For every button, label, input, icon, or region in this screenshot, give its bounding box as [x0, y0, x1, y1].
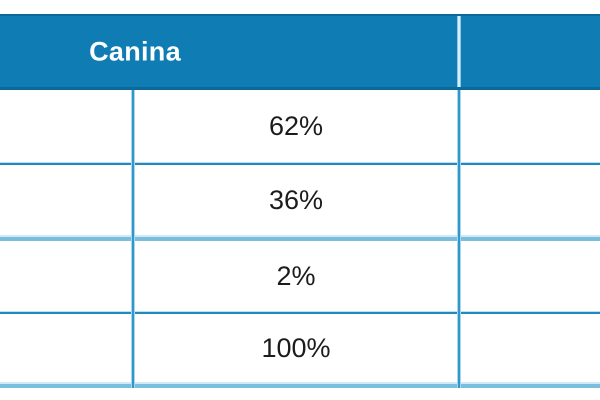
- header-column-divider: [457, 16, 461, 87]
- header-cell-canina-label: Canina: [89, 36, 181, 66]
- table-bottom-border: [0, 382, 600, 388]
- table-row-4: 100%: [135, 314, 457, 382]
- column-divider-left: [131, 90, 135, 388]
- row-divider-1: [0, 162, 600, 165]
- table-header-row: Canina: [0, 14, 600, 90]
- column-divider-right: [457, 90, 461, 388]
- row-divider-3: [0, 311, 600, 314]
- cell-value-row-3: 2%: [276, 260, 316, 291]
- cell-value-row-4: 100%: [261, 332, 331, 363]
- table-row-1: 62%: [135, 90, 457, 162]
- cell-value-row-1: 62%: [268, 110, 324, 141]
- cell-value-row-2: 36%: [268, 184, 324, 215]
- table-row-3: 2%: [135, 241, 457, 311]
- row-divider-2: [0, 235, 600, 241]
- table-row-2: 36%: [135, 165, 457, 235]
